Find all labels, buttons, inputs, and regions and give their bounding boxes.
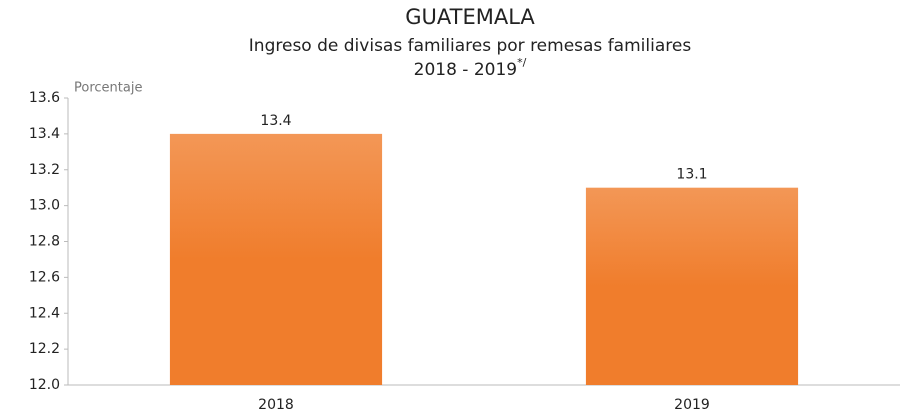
y-tick-label: 13.4 — [29, 126, 60, 142]
chart-subtitle: Ingreso de divisas familiares por remesa… — [249, 36, 692, 56]
y-tick-label: 12.2 — [29, 341, 60, 357]
chart-title: GUATEMALA — [405, 5, 535, 29]
y-tick-label: 13.2 — [29, 162, 60, 178]
value-label: 13.4 — [260, 113, 291, 129]
y-axis-label: Porcentaje — [74, 81, 142, 96]
y-tick-label: 12.6 — [29, 269, 60, 285]
x-tick-label: 2019 — [674, 397, 710, 413]
y-tick-label: 13.6 — [29, 90, 60, 106]
bar — [585, 187, 799, 385]
chart-period: 2018 - 2019*/ — [414, 56, 527, 80]
y-tick-label: 12.8 — [29, 234, 60, 250]
y-tick-label: 13.0 — [29, 198, 60, 214]
y-tick-label: 12.0 — [29, 377, 60, 393]
bar — [169, 133, 383, 385]
period-note: */ — [517, 56, 527, 69]
y-tick-label: 12.4 — [29, 305, 60, 321]
period: 2018 - 2019 — [414, 60, 517, 80]
x-tick-label: 2018 — [258, 397, 294, 413]
value-label: 13.1 — [676, 167, 707, 183]
